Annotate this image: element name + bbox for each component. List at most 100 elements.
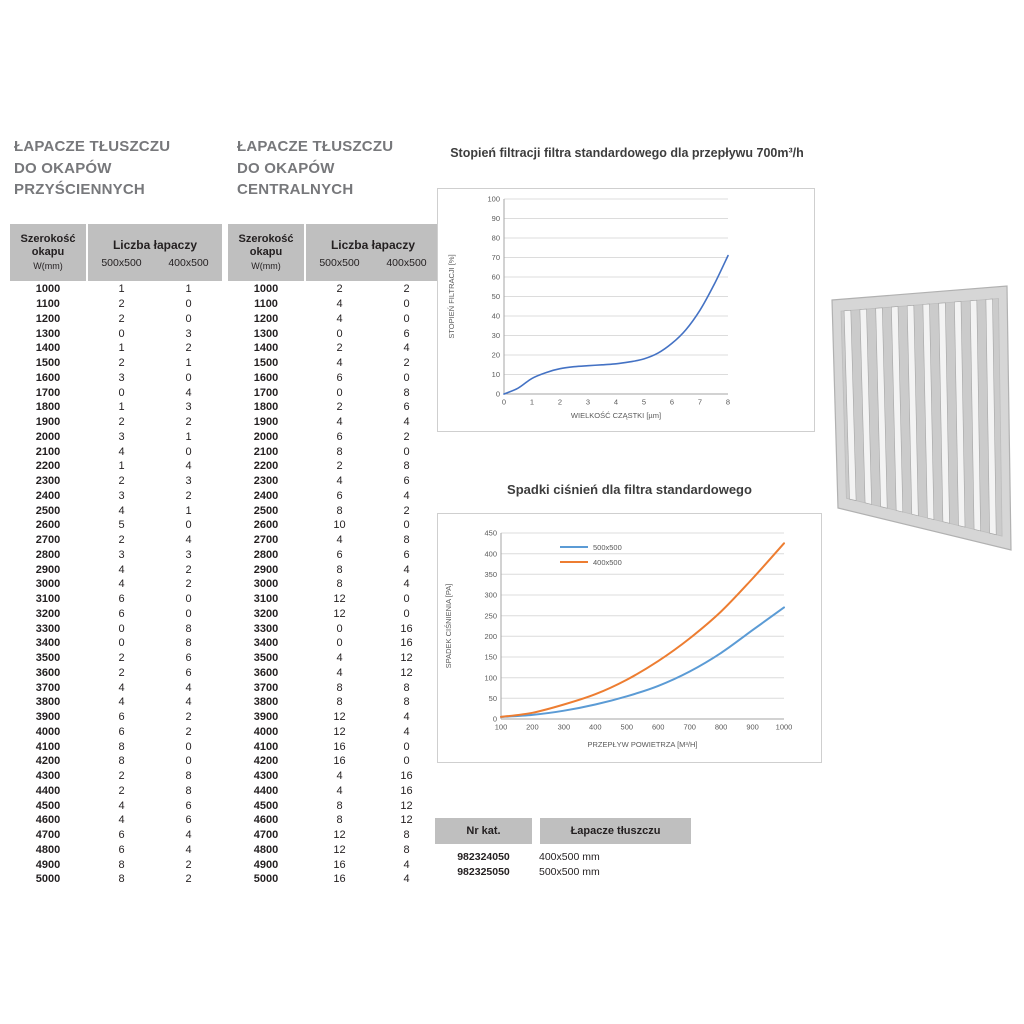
cell-width: 1600 [253,371,279,384]
cell-count: 6 [403,401,410,414]
table-row: 2700 4 8 [228,533,440,548]
table-row: 2100 4 0 [10,444,222,459]
cell-count: 16 [333,858,346,871]
cell-count: 6 [185,814,192,827]
cell-count: 0 [403,298,410,311]
cell-width: 2500 [253,504,279,517]
y-tick-label: 100 [487,195,500,204]
table-row: 1500 4 2 [228,356,440,371]
header-label: Liczba łapaczy [112,238,198,252]
cell-count: 2 [403,430,410,443]
table-row: 3700 4 4 [10,680,222,695]
cell-width: 2800 [253,548,279,561]
cell-count: 12 [400,799,413,812]
x-tick-label: 700 [683,723,696,732]
cell-count: 2 [118,475,125,488]
cell-count: 12 [400,652,413,665]
cell-count: 4 [403,416,410,429]
filter-slot [843,309,857,501]
table-row: 2900 4 2 [10,562,222,577]
cell-width: 2400 [253,489,279,502]
cell-count: 16 [400,770,413,783]
cell-count: 1 [185,430,192,443]
y-tick-label: 20 [492,351,500,360]
y-tick-label: 70 [492,253,500,262]
cell-count: 8 [336,696,343,709]
cell-count: 4 [185,681,192,694]
cell-count: 0 [336,386,343,399]
filter-table-wall: Szerokość okapu W(mm) Liczba łapaczy 500… [10,224,222,887]
cell-count: 12 [400,666,413,679]
y-tick-label: 450 [484,529,497,538]
sub-columns: 500x500 400x500 [88,257,222,269]
catalog-size: 400x500 mm [539,851,600,864]
cell-count: 1 [185,283,192,296]
cell-width: 3900 [253,711,279,724]
cell-width: 3200 [35,607,61,620]
table-row: 1200 2 0 [10,312,222,327]
cell-count: 0 [403,519,410,532]
cell-width: 3600 [35,666,61,679]
cell-width: 2500 [35,504,61,517]
table-row: 1500 2 1 [10,356,222,371]
cell-width: 4900 [35,858,61,871]
pressure-chart-title: Spadki ciśnień dla filtra standardowego [507,482,752,497]
cell-width: 2900 [253,563,279,576]
x-tick-label: 2 [558,398,562,407]
table-row: 3800 8 8 [228,695,440,710]
cell-width: 4700 [35,829,61,842]
table-row: 2900 8 4 [228,562,440,577]
cell-count: 4 [403,342,410,355]
sub-columns: 500x500 400x500 [306,257,440,269]
cell-width: 4800 [35,843,61,856]
cell-width: 2800 [35,548,61,561]
cell-width: 3800 [35,696,61,709]
cell-count: 4 [403,711,410,724]
y-tick-label: 10 [492,370,500,379]
table-body: 1000 2 2 1100 4 0 1200 4 0 1300 0 6 1400 2 4 1500 4 2 1600… [228,282,440,887]
cell-width: 2400 [35,489,61,502]
cell-count: 0 [185,607,192,620]
cell-width: 2900 [35,563,61,576]
x-tick-label: 1000 [776,723,793,732]
table-body: 1000 1 1 1100 2 0 1200 2 0 1300 0 3 1400 1 2 1500 2 1 1600… [10,282,222,887]
x-tick-label: 800 [715,723,728,732]
table-row: 4500 4 6 [10,798,222,813]
cell-count: 8 [403,681,410,694]
table-row: 4000 12 4 [228,725,440,740]
cell-count: 2 [185,342,192,355]
cell-count: 16 [400,622,413,635]
cell-count: 2 [336,401,343,414]
table-row: 1600 6 0 [228,371,440,386]
filtration-chart: 0 10 20 30 40 50 60 70 80 90 100 0 1 2 3 4 5 6 7 8 WIELKOŚĆ … [437,188,815,432]
cell-width: 1300 [35,327,61,340]
cell-width: 2000 [35,430,61,443]
table-row: 3000 8 4 [228,577,440,592]
table-row: 3300 0 16 [228,621,440,636]
cell-count: 6 [118,843,125,856]
cell-count: 0 [118,386,125,399]
cell-count: 1 [185,504,192,517]
cell-width: 2100 [253,445,279,458]
subcol-400x500: 400x500 [386,257,427,269]
table-row: 3800 4 4 [10,695,222,710]
cell-count: 4 [403,578,410,591]
table-row: 4000 6 2 [10,725,222,740]
table-row: 4100 8 0 [10,739,222,754]
cell-count: 2 [118,534,125,547]
catalog-number: 982325050 [457,865,510,878]
cell-count: 12 [333,711,346,724]
cell-count: 6 [336,430,343,443]
cell-count: 12 [333,607,346,620]
cell-width: 3500 [35,652,61,665]
cell-count: 3 [185,548,192,561]
table-row: 2700 2 4 [10,533,222,548]
filter-slot [922,303,935,520]
series-line-filtracja [503,254,729,395]
cell-width: 3400 [35,637,61,650]
cell-count: 0 [403,607,410,620]
cell-count: 2 [118,312,125,325]
table-title-central: ŁAPACZE TŁUSZCZU DO OKAPÓW CENTRALNYCH [237,136,393,201]
cell-count: 6 [403,327,410,340]
cell-width: 4100 [35,740,61,753]
